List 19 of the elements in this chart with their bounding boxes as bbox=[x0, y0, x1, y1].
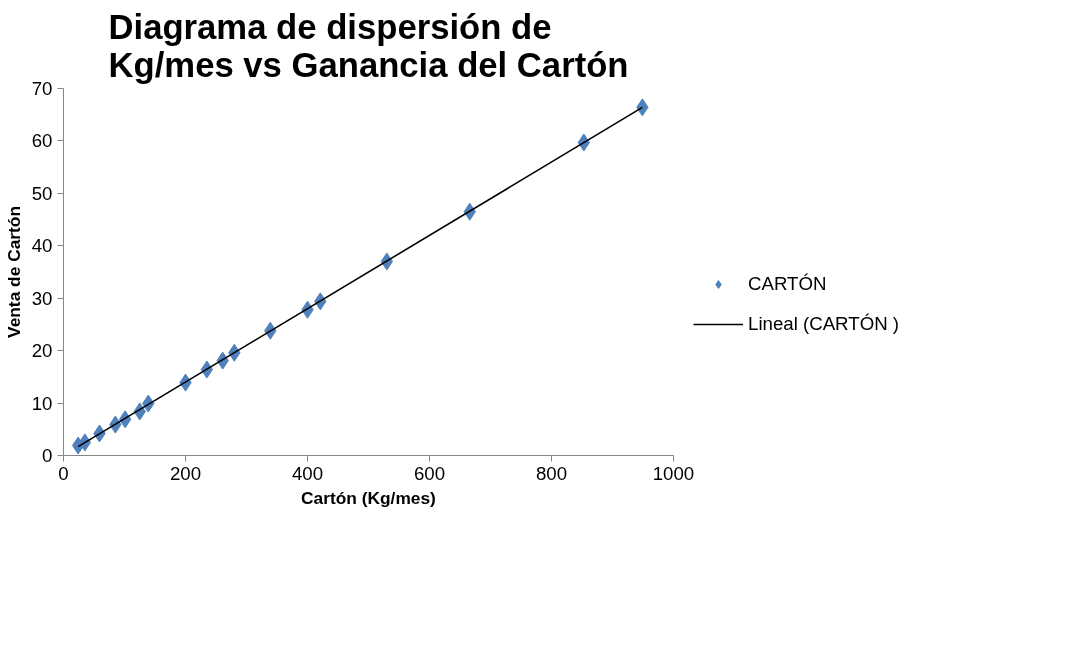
chart-title: Diagrama de dispersión de Kg/mes vs Ganancia del Cartón bbox=[108, 7, 629, 84]
x-tick-label: 0 bbox=[58, 462, 69, 484]
y-tick-label: 70 bbox=[31, 78, 53, 99]
legend-label: Lineal (CARTÓN ) bbox=[748, 313, 900, 335]
x-axis-title: Cartón (Kg/mes) bbox=[301, 487, 436, 508]
y-tick-label: 40 bbox=[31, 235, 53, 257]
x-tick-label: 1000 bbox=[652, 462, 695, 484]
y-tick-label: 60 bbox=[31, 130, 53, 152]
y-tick-label: 20 bbox=[31, 340, 53, 362]
y-axis-title: Venta de Cartón bbox=[3, 206, 24, 338]
x-tick-label: 200 bbox=[169, 462, 202, 484]
y-tick-label: 0 bbox=[42, 445, 53, 466]
x-tick-label: 800 bbox=[535, 462, 568, 484]
legend-label: CARTÓN bbox=[748, 273, 827, 295]
x-tick-label: 600 bbox=[413, 462, 446, 484]
x-tick-label: 400 bbox=[291, 462, 324, 484]
y-tick-label: 10 bbox=[31, 392, 53, 414]
y-tick-label: 50 bbox=[31, 182, 53, 204]
y-tick-label: 30 bbox=[31, 287, 53, 309]
